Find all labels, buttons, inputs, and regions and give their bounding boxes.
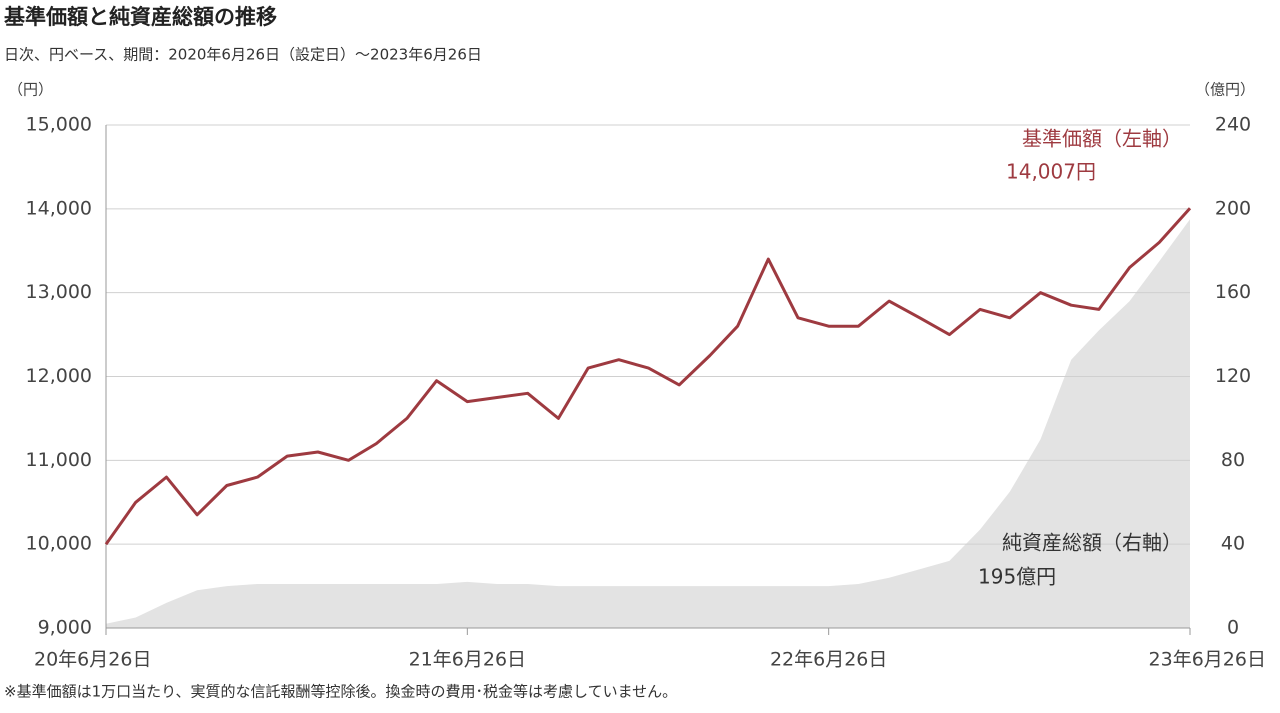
y-tick-label: 12,000 xyxy=(26,365,92,387)
y2-tick-label: 0 xyxy=(1227,617,1239,639)
y2-tick-label: 200 xyxy=(1215,197,1251,219)
annotation: 195億円 xyxy=(978,565,1056,589)
grid-layer xyxy=(105,124,1191,635)
chart-title: 基準価額と純資産総額の推移 xyxy=(4,5,277,29)
y-unit: （円） xyxy=(8,81,53,99)
y2-unit: （億円） xyxy=(1195,81,1255,99)
x-tick-label: 21年6月26日 xyxy=(409,649,526,671)
x-tick-label: 20年6月26日 xyxy=(34,649,151,671)
y2-tick-label: 240 xyxy=(1215,114,1251,136)
area xyxy=(106,219,1190,629)
annotation: 基準価額（左軸） xyxy=(1022,127,1182,151)
y2-tick-label: 40 xyxy=(1221,533,1245,555)
area-layer xyxy=(106,219,1190,629)
y2-tick-label: 80 xyxy=(1221,449,1245,471)
y-tick-label: 9,000 xyxy=(38,617,92,639)
annotation: 純資産総額（右軸） xyxy=(1002,531,1182,555)
annotation: 14,007円 xyxy=(1006,160,1096,184)
y2-tick-label: 160 xyxy=(1215,281,1251,303)
x-tick-label: 23年6月26日 xyxy=(1149,649,1266,671)
y-tick-label: 15,000 xyxy=(26,114,92,136)
y-tick-label: 11,000 xyxy=(26,449,92,471)
line-layer xyxy=(104,207,1192,546)
y-tick-label: 10,000 xyxy=(26,533,92,555)
y2-tick-label: 120 xyxy=(1215,365,1251,387)
y-tick-label: 13,000 xyxy=(26,281,92,303)
line xyxy=(104,207,1192,546)
y-tick-label: 14,000 xyxy=(26,197,92,219)
chart-subtitle: 日次、円ベース、期間：2020年6月26日（設定日）～2023年6月26日 xyxy=(4,46,482,64)
footnote: ※基準価額は1万口当たり、実質的な信託報酬等控除後。換金時の費用･税金等は考慮し… xyxy=(4,683,677,701)
x-tick-label: 22年6月26日 xyxy=(770,649,887,671)
